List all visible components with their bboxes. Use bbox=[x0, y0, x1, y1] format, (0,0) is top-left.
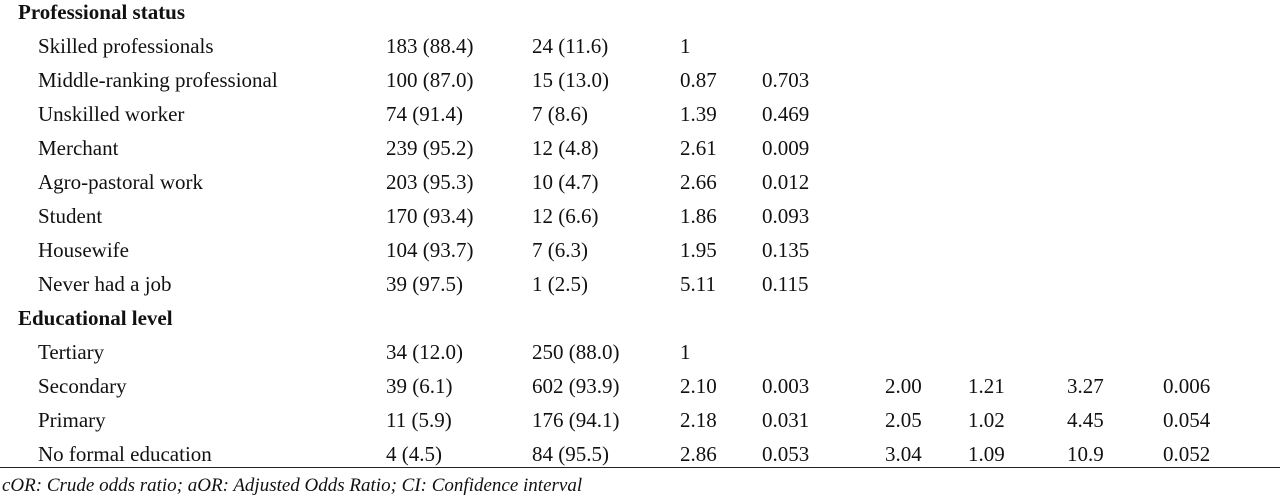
table-cell: 0.006 bbox=[1163, 374, 1211, 398]
table-cell: 39 (97.5) bbox=[386, 272, 463, 296]
table-cell: 11 (5.9) bbox=[386, 408, 452, 432]
table-cell: 3.04 bbox=[885, 442, 922, 466]
table-cell: 1.02 bbox=[968, 408, 1005, 432]
row-label: Unskilled worker bbox=[38, 102, 185, 126]
row-label: Merchant bbox=[38, 136, 119, 160]
table-cell: 2.18 bbox=[680, 408, 717, 432]
table-cell: 24 (11.6) bbox=[532, 34, 609, 58]
table-cell: 0.052 bbox=[1163, 442, 1211, 466]
table-cell: 1 (2.5) bbox=[532, 272, 588, 296]
row-label: Never had a job bbox=[38, 272, 172, 296]
table-cell: 12 (6.6) bbox=[532, 204, 599, 228]
table-cell: 0.093 bbox=[762, 204, 810, 228]
table-cell: 0.469 bbox=[762, 102, 810, 126]
table-cell: 0.054 bbox=[1163, 408, 1211, 432]
table-cell: 1.95 bbox=[680, 238, 717, 262]
table-cell: 5.11 bbox=[680, 272, 716, 296]
row-label: Primary bbox=[38, 408, 106, 432]
table-cell: 170 (93.4) bbox=[386, 204, 474, 228]
table-cell: 2.10 bbox=[680, 374, 717, 398]
table-cell: 0.009 bbox=[762, 136, 810, 160]
section-title: Professional status bbox=[18, 0, 186, 24]
table-cell: 0.053 bbox=[762, 442, 810, 466]
row-label: No formal education bbox=[38, 442, 212, 466]
section-title: Educational level bbox=[18, 306, 173, 330]
table-cell: 0.87 bbox=[680, 68, 717, 92]
table-cell: 0.012 bbox=[762, 170, 810, 194]
table-cell: 0.115 bbox=[762, 272, 809, 296]
table-cell: 7 (6.3) bbox=[532, 238, 588, 262]
table-cell: 84 (95.5) bbox=[532, 442, 609, 466]
table-cell: 239 (95.2) bbox=[386, 136, 474, 160]
footnote: cOR: Crude odds ratio; aOR: Adjusted Odd… bbox=[2, 475, 583, 496]
table-cell: 4.45 bbox=[1067, 408, 1104, 432]
table-cell: 74 (91.4) bbox=[386, 102, 463, 126]
table-cell: 1 bbox=[680, 34, 691, 58]
row-label: Tertiary bbox=[38, 340, 105, 364]
table-cell: 0.703 bbox=[762, 68, 810, 92]
table-cell: 2.05 bbox=[885, 408, 922, 432]
row-label: Student bbox=[38, 204, 103, 228]
table-cell: 3.27 bbox=[1067, 374, 1104, 398]
table-cell: 2.86 bbox=[680, 442, 717, 466]
table-cell: 183 (88.4) bbox=[386, 34, 474, 58]
table-cell: 100 (87.0) bbox=[386, 68, 474, 92]
table-cell: 0.003 bbox=[762, 374, 810, 398]
table-cell: 34 (12.0) bbox=[386, 340, 463, 364]
table-cell: 1.21 bbox=[968, 374, 1005, 398]
table-cell: 176 (94.1) bbox=[532, 408, 620, 432]
table-cell: 0.135 bbox=[762, 238, 810, 262]
table-cell: 1.39 bbox=[680, 102, 717, 126]
row-label: Secondary bbox=[38, 374, 127, 398]
table-cell: 250 (88.0) bbox=[532, 340, 620, 364]
row-label: Housewife bbox=[38, 238, 129, 262]
table-cell: 104 (93.7) bbox=[386, 238, 474, 262]
table-cell: 2.66 bbox=[680, 170, 717, 194]
table-cell: 2.00 bbox=[885, 374, 922, 398]
table-cell: 7 (8.6) bbox=[532, 102, 588, 126]
table-cell: 39 (6.1) bbox=[386, 374, 453, 398]
table-cell: 12 (4.8) bbox=[532, 136, 599, 160]
row-label: Skilled professionals bbox=[38, 34, 214, 58]
table-cell: 2.61 bbox=[680, 136, 717, 160]
table-cell: 1.09 bbox=[968, 442, 1005, 466]
table-cell: 203 (95.3) bbox=[386, 170, 474, 194]
table-cell: 1 bbox=[680, 340, 691, 364]
row-label: Middle-ranking professional bbox=[38, 68, 278, 92]
table-cell: 15 (13.0) bbox=[532, 68, 609, 92]
table-cell: 4 (4.5) bbox=[386, 442, 442, 466]
table-cell: 10.9 bbox=[1067, 442, 1104, 466]
table-cell: 602 (93.9) bbox=[532, 374, 620, 398]
table-cell: 10 (4.7) bbox=[532, 170, 599, 194]
row-label: Agro-pastoral work bbox=[38, 170, 204, 194]
table-rule bbox=[0, 467, 1280, 468]
table-cell: 0.031 bbox=[762, 408, 810, 432]
table-cell: 1.86 bbox=[680, 204, 717, 228]
